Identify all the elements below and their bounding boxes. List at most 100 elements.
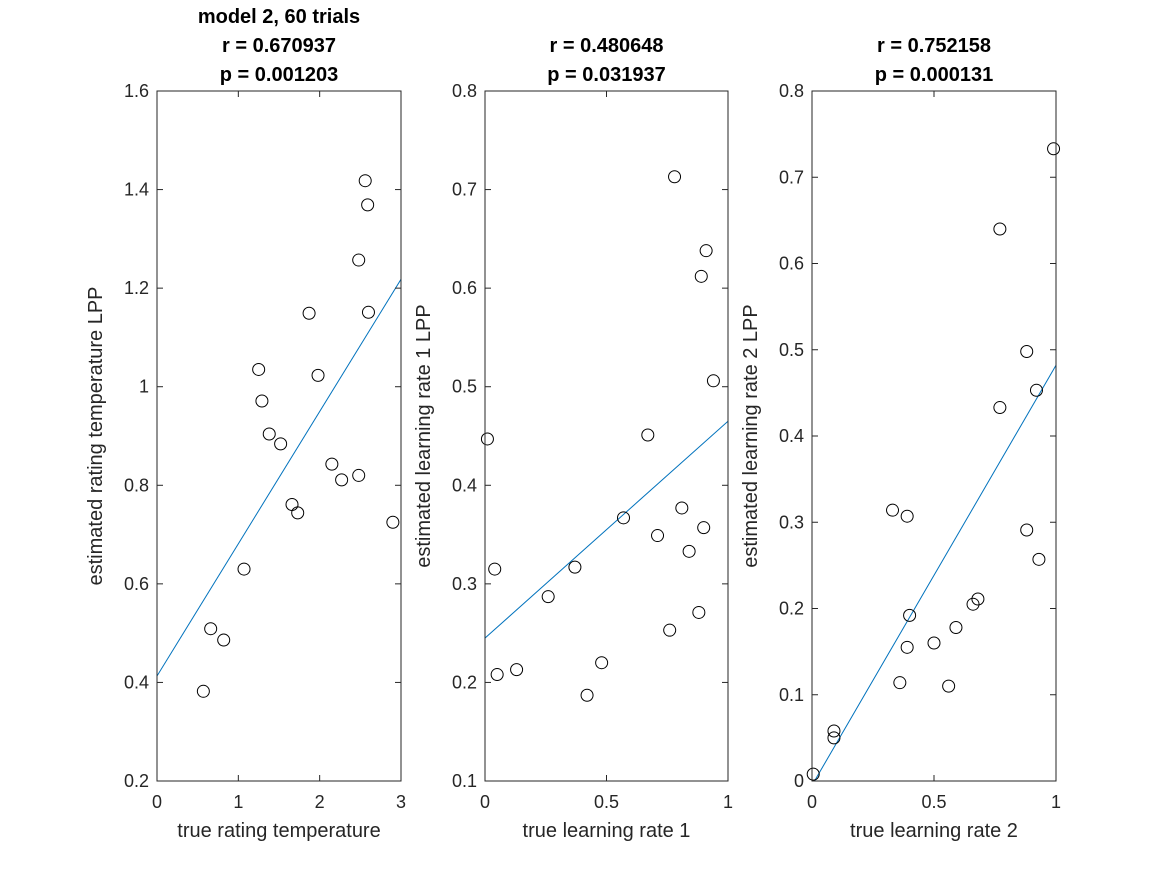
chart-title-learning-rate-2-0: r = 0.752158	[877, 35, 991, 57]
data-point-learning-rate-1-0	[480, 432, 494, 446]
data-point-learning-rate-2-0	[806, 767, 820, 781]
y-axis-label-temperature: estimated rating temperature LPP	[85, 286, 107, 585]
data-point-learning-rate-1-14	[682, 544, 696, 558]
y-tick-label-learning-rate-2-8: 0.8	[779, 81, 804, 101]
x-tick-label-temperature-2: 2	[315, 792, 325, 812]
data-point-learning-rate-1-1	[488, 562, 502, 576]
data-point-learning-rate-2-15	[1020, 523, 1034, 537]
y-tick-label-learning-rate-1-5: 0.6	[452, 278, 477, 298]
y-tick-label-learning-rate-1-4: 0.5	[452, 377, 477, 397]
data-point-learning-rate-2-3	[886, 503, 900, 517]
chart-title-temperature-1: r = 0.670937	[222, 35, 336, 57]
data-point-temperature-3	[237, 562, 251, 576]
y-tick-label-learning-rate-2-1: 0.1	[779, 685, 804, 705]
y-tick-label-temperature-4: 1	[139, 377, 149, 397]
data-point-temperature-18	[361, 305, 375, 319]
y-tick-label-temperature-7: 1.6	[124, 81, 149, 101]
data-point-learning-rate-2-11	[966, 597, 980, 611]
data-point-temperature-14	[352, 468, 366, 482]
x-axis-label-learning-rate-1: true learning rate 1	[523, 820, 691, 842]
data-point-learning-rate-2-13	[993, 222, 1007, 236]
data-point-temperature-2	[217, 633, 231, 647]
data-point-temperature-5	[255, 394, 269, 408]
data-point-learning-rate-1-11	[663, 623, 677, 637]
data-point-learning-rate-2-8	[927, 636, 941, 650]
x-tick-label-learning-rate-1-1: 0.5	[594, 792, 619, 812]
y-tick-label-learning-rate-2-4: 0.4	[779, 426, 804, 446]
y-tick-label-learning-rate-1-0: 0.1	[452, 771, 477, 791]
data-point-temperature-19	[386, 515, 400, 529]
y-tick-label-temperature-3: 0.8	[124, 475, 149, 495]
y-tick-label-learning-rate-2-7: 0.7	[779, 167, 804, 187]
y-tick-label-learning-rate-1-2: 0.3	[452, 574, 477, 594]
y-tick-label-learning-rate-2-0: 0	[794, 771, 804, 791]
x-axis-label-temperature: true rating temperature	[177, 820, 380, 842]
x-tick-label-learning-rate-2-1: 0.5	[921, 792, 946, 812]
y-tick-label-temperature-0: 0.2	[124, 771, 149, 791]
data-point-temperature-6	[262, 427, 276, 441]
chart-title-temperature-0: model 2, 60 trials	[198, 6, 360, 28]
x-tick-label-learning-rate-1-2: 1	[723, 792, 733, 812]
data-point-temperature-7	[274, 437, 288, 451]
data-point-temperature-15	[352, 253, 366, 267]
axes-box-temperature	[156, 90, 402, 782]
data-point-temperature-4	[252, 362, 266, 376]
x-tick-label-learning-rate-2-0: 0	[807, 792, 817, 812]
data-point-learning-rate-2-7	[903, 608, 917, 622]
data-point-learning-rate-1-2	[490, 668, 504, 682]
data-point-temperature-11	[311, 368, 325, 382]
data-point-learning-rate-2-12	[971, 592, 985, 606]
data-point-learning-rate-1-9	[641, 428, 655, 442]
data-point-learning-rate-2-2	[827, 724, 841, 738]
y-tick-label-learning-rate-1-3: 0.4	[452, 475, 477, 495]
data-point-temperature-12	[325, 457, 339, 471]
data-point-learning-rate-1-7	[595, 656, 609, 670]
x-axis-label-learning-rate-2: true learning rate 2	[850, 820, 1018, 842]
data-point-learning-rate-2-16	[1020, 344, 1034, 358]
y-tick-label-temperature-2: 0.6	[124, 574, 149, 594]
data-point-learning-rate-2-10	[949, 620, 963, 634]
chart-title-learning-rate-1-1: p = 0.031937	[547, 64, 665, 86]
fit-line-learning-rate-2	[813, 365, 1056, 781]
y-tick-label-temperature-5: 1.2	[124, 278, 149, 298]
y-axis-label-learning-rate-2: estimated learning rate 2 LPP	[740, 304, 762, 568]
data-point-learning-rate-2-5	[900, 509, 914, 523]
fit-line-learning-rate-1	[485, 420, 728, 639]
y-tick-label-learning-rate-2-2: 0.2	[779, 599, 804, 619]
data-point-learning-rate-1-12	[668, 170, 682, 184]
data-point-learning-rate-1-5	[568, 560, 582, 574]
data-point-learning-rate-1-10	[651, 529, 665, 543]
y-axis-label-learning-rate-1: estimated learning rate 1 LPP	[413, 304, 435, 568]
data-point-learning-rate-1-17	[697, 521, 711, 535]
chart-title-learning-rate-1-0: r = 0.480648	[550, 35, 664, 57]
y-tick-label-learning-rate-1-1: 0.2	[452, 672, 477, 692]
y-tick-label-learning-rate-1-6: 0.7	[452, 180, 477, 200]
data-point-temperature-1	[204, 622, 218, 636]
data-point-learning-rate-1-8	[617, 511, 631, 525]
data-point-temperature-10	[302, 306, 316, 320]
data-point-learning-rate-1-15	[692, 605, 706, 619]
data-point-learning-rate-2-19	[1047, 142, 1061, 156]
chart-title-learning-rate-2-1: p = 0.000131	[875, 64, 993, 86]
y-tick-label-temperature-1: 0.4	[124, 672, 149, 692]
data-point-temperature-13	[335, 473, 349, 487]
y-tick-label-learning-rate-2-6: 0.6	[779, 254, 804, 274]
x-tick-label-temperature-0: 0	[152, 792, 162, 812]
data-point-learning-rate-2-1	[827, 731, 841, 745]
y-tick-label-learning-rate-1-7: 0.8	[452, 81, 477, 101]
x-tick-label-learning-rate-2-2: 1	[1051, 792, 1061, 812]
y-tick-label-learning-rate-2-3: 0.3	[779, 512, 804, 532]
data-point-temperature-17	[361, 198, 375, 212]
data-point-learning-rate-1-18	[699, 244, 713, 258]
y-tick-label-temperature-6: 1.4	[124, 180, 149, 200]
data-point-temperature-0	[196, 684, 210, 698]
x-tick-label-temperature-3: 3	[396, 792, 406, 812]
data-point-learning-rate-2-17	[1029, 383, 1043, 397]
fit-line-temperature	[157, 279, 401, 677]
data-point-temperature-16	[358, 174, 372, 188]
data-point-learning-rate-2-9	[942, 679, 956, 693]
data-point-learning-rate-1-19	[706, 374, 720, 388]
data-point-learning-rate-1-4	[541, 590, 555, 604]
